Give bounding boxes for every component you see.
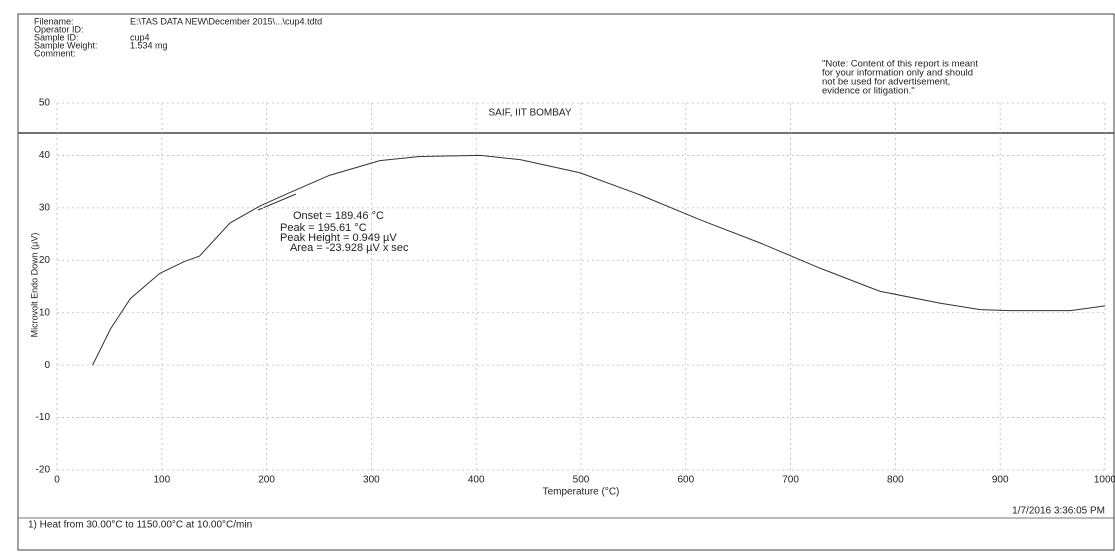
x-tick-label: 100 — [153, 475, 170, 486]
annotation: Onset = 189.46 °C — [293, 210, 384, 222]
annotation: Area = -23.928 µV x sec — [290, 242, 409, 254]
note-line: for your information only and should — [822, 68, 973, 79]
info-value: E:\TAS DATA NEW\December 2015\...\cup4.t… — [130, 16, 322, 26]
y-tick-label: 10 — [39, 307, 51, 318]
y-tick-label: 30 — [39, 202, 51, 213]
annotation: Peak Height = 0.949 µV — [280, 232, 397, 244]
tangent — [257, 193, 297, 211]
note-line: not be used for advertisement, — [822, 77, 950, 88]
note-line: evidence or litigation." — [822, 86, 915, 97]
x-tick-label: 900 — [992, 475, 1009, 486]
x-tick-label: 200 — [258, 475, 275, 486]
x-tick-label: 1000 — [1094, 475, 1115, 486]
chart-title: SAIF, IIT BOMBAY — [489, 108, 572, 119]
info-label: Sample ID: — [34, 32, 79, 42]
info-label: Sample Weight: — [34, 40, 97, 50]
timestamp: 1/7/2016 3:36:05 PM — [1012, 506, 1105, 517]
info-value: 1.534 mg — [130, 40, 168, 50]
x-tick-label: 500 — [573, 475, 590, 486]
x-tick-label: 700 — [782, 475, 799, 486]
x-tick-label: 0 — [54, 475, 60, 486]
frame — [17, 13, 1115, 551]
annotation: Peak = 195.61 °C — [280, 222, 367, 234]
y-axis-label: Microvolt Endo Down (µV) — [29, 233, 39, 338]
footer: 1) Heat from 30.00°C to 1150.00°C at 10.… — [28, 520, 252, 531]
info-label: Operator ID: — [34, 24, 84, 34]
y-tick-label: 40 — [39, 150, 51, 161]
y-tick-label: -20 — [36, 465, 51, 476]
y-tick-label: 50 — [39, 98, 51, 109]
x-tick-label: 300 — [363, 475, 380, 486]
y-tick-label: -10 — [36, 412, 51, 423]
x-tick-label: 800 — [887, 475, 904, 486]
note-line: "Note: Content of this report is meant — [822, 59, 978, 70]
y-tick-label: 0 — [44, 360, 50, 371]
info-label: Filename: — [34, 16, 74, 26]
data-line — [92, 154, 1106, 366]
info-value: cup4 — [130, 32, 150, 42]
x-axis-label: Temperature (°C) — [543, 487, 620, 498]
info-label: Comment: — [34, 48, 76, 58]
y-tick-label: 20 — [39, 255, 51, 266]
x-tick-label: 600 — [677, 475, 694, 486]
x-tick-label: 400 — [468, 475, 485, 486]
